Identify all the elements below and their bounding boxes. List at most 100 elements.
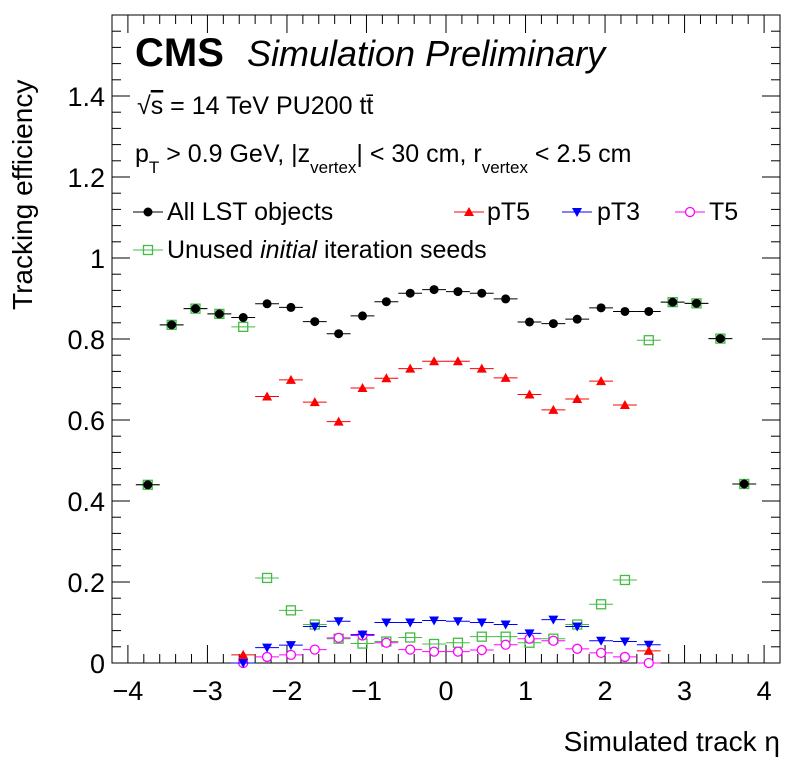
data-point [524, 629, 535, 639]
legend-marker [464, 207, 474, 216]
data-point [548, 635, 559, 646]
pt-sub: T [149, 158, 159, 177]
data-point [548, 404, 559, 414]
unused-word: Unused [167, 236, 260, 264]
iteration-seeds-word: iteration seeds [317, 236, 487, 264]
data-point [572, 314, 582, 324]
sqrt-symbol: √ [137, 92, 151, 120]
data-point [596, 636, 607, 646]
data-point [739, 479, 749, 489]
data-point [572, 622, 583, 632]
legend-marker [142, 244, 154, 256]
data-point [309, 622, 320, 632]
data-point [595, 647, 607, 659]
ttbar-text: tt̄ [359, 92, 373, 120]
data-point [214, 309, 224, 319]
y-tick-label: 0.6 [67, 406, 105, 436]
data-point [500, 372, 511, 382]
x-tick-label: 1 [518, 676, 533, 706]
y-tick-label: 0.8 [67, 325, 105, 355]
data-point [596, 376, 607, 386]
legend-markers [133, 206, 705, 256]
data-point [619, 637, 630, 647]
data-point [333, 632, 344, 644]
series-unused-initial-iteration-seeds [135, 296, 757, 650]
data-point [405, 618, 416, 628]
legend-marker [684, 206, 696, 218]
y-tick-label: 0.4 [67, 487, 105, 517]
data-point [643, 657, 654, 669]
data-point [692, 298, 701, 308]
data-point [381, 297, 391, 307]
x-tick-label: 0 [438, 676, 453, 706]
data-point [381, 373, 392, 383]
data-point [476, 363, 487, 373]
data-point [334, 329, 344, 339]
data-point [238, 649, 249, 659]
simulation-preliminary-text: Simulation Preliminary [247, 33, 607, 74]
data-point [285, 649, 297, 661]
data-point [238, 313, 248, 323]
data-point [595, 599, 607, 610]
data-point [452, 646, 464, 657]
data-point [261, 572, 273, 584]
series-all-lst-objects [135, 285, 757, 490]
x-tick-label: −3 [192, 676, 223, 706]
data-point [333, 617, 344, 627]
data-point [191, 304, 200, 314]
data-point [619, 400, 630, 410]
selection-cuts-text: pT > 0.9 GeV, |zvertex| < 30 cm, rvertex… [135, 140, 632, 177]
data-point [715, 334, 725, 344]
pt-p: p [135, 140, 149, 168]
x-tick-label: −4 [113, 676, 144, 706]
data-point [476, 631, 487, 642]
data-point [428, 646, 440, 657]
data-point [357, 630, 368, 640]
data-point [285, 641, 296, 651]
data-point [405, 363, 416, 373]
data-point [452, 617, 463, 627]
legend-unused-seeds-label: Unused initial iteration seeds [167, 236, 487, 264]
data-point [381, 618, 392, 628]
data-point [476, 644, 487, 656]
data-point [596, 303, 606, 313]
y-tick-label: 1.4 [67, 82, 105, 112]
data-point [619, 651, 631, 663]
data-point [286, 302, 296, 312]
data-point [358, 311, 367, 321]
data-point [524, 389, 535, 399]
data-point [668, 297, 678, 307]
x-tick-label: 2 [598, 676, 613, 706]
data-point [643, 645, 654, 655]
data-point [333, 416, 344, 426]
x-tick-label: 3 [677, 676, 692, 706]
x-tick-label: −2 [272, 676, 303, 706]
data-point [238, 659, 249, 668]
initial-word: initial [260, 236, 318, 264]
sqrt-s: s [151, 92, 164, 120]
axis-ticks [112, 14, 780, 664]
data-point [262, 643, 273, 653]
data-point [167, 320, 177, 330]
data-point [477, 288, 487, 298]
data-point [452, 356, 463, 366]
data-point [381, 637, 392, 648]
x-tick-label: 4 [757, 676, 772, 706]
cms-logo-text: CMS [135, 31, 224, 75]
cms-label: CMS Simulation Preliminary [135, 31, 607, 75]
data-point [357, 383, 368, 393]
data-point [500, 620, 511, 630]
data-point [238, 321, 249, 333]
data-point [525, 317, 534, 327]
y-tick-label: 1 [90, 244, 105, 274]
data-point [643, 335, 654, 346]
data-point [429, 285, 439, 295]
data-point [429, 616, 440, 626]
data-point [572, 393, 583, 403]
data-point [476, 618, 487, 628]
data-point [643, 640, 654, 650]
legend-pt3-label: pT3 [597, 198, 640, 226]
legend-pt5-label: pT5 [487, 198, 530, 226]
cut-b: | < 30 cm, r [356, 140, 481, 168]
